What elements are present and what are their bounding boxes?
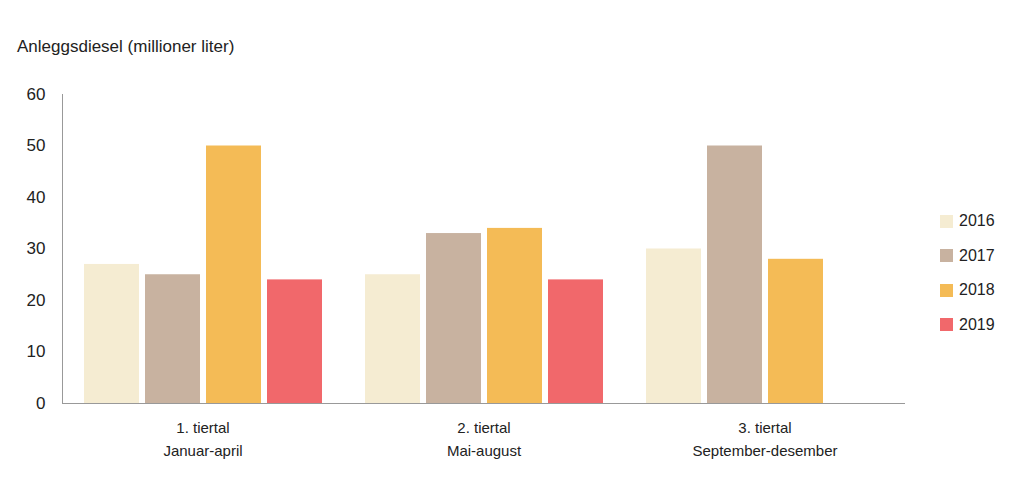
svg-text:50: 50 (27, 136, 46, 155)
html-text:2018: 2018 (959, 281, 995, 299)
svg-text:60: 60 (27, 85, 46, 104)
svg-text:2. tiertalMai-august: 2. tiertalMai-august (447, 419, 522, 459)
svg-text:10: 10 (27, 342, 46, 361)
html-text:2016: 2016 (959, 212, 995, 230)
svg-text:20: 20 (27, 291, 46, 310)
svg-text:0: 0 (36, 394, 45, 413)
svg-text:1. tiertalJanuar-april: 1. tiertalJanuar-april (163, 419, 242, 459)
html-text:Anleggsdiesel (millioner liter: Anleggsdiesel (millioner liter) (17, 37, 235, 56)
svg-text:3. tiertalSeptember-desember: 3. tiertalSeptember-desember (692, 419, 837, 459)
html-text:2019: 2019 (959, 315, 995, 333)
svg-text:30: 30 (27, 239, 46, 258)
svg-text:40: 40 (27, 188, 46, 207)
html-text:2017: 2017 (959, 246, 995, 264)
